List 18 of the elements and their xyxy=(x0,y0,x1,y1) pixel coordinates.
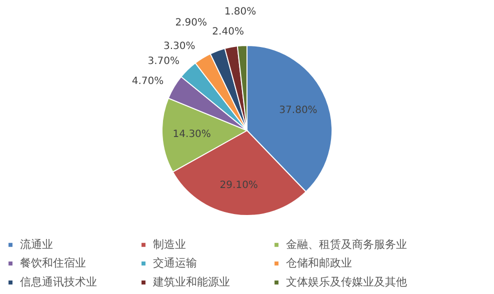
legend-label: 仓储和邮政业 xyxy=(286,256,352,270)
legend-label: 制造业 xyxy=(153,238,186,251)
legend-label: 金融、租赁及商务服务业 xyxy=(286,238,407,251)
data-label: 2.40% xyxy=(212,26,244,38)
data-label: 3.30% xyxy=(163,41,196,52)
legend-label: 文体娱乐及传媒业及其他 xyxy=(286,276,407,288)
data-label: 1.80% xyxy=(224,6,256,18)
data-label: 3.70% xyxy=(148,56,180,67)
data-label: 29.10% xyxy=(220,180,258,192)
legend-label: 流通业 xyxy=(20,238,53,251)
legend-label: 餐饮和住宿业 xyxy=(20,256,86,270)
legend-label: 交通运输 xyxy=(153,256,197,270)
legend-label: 建筑业和能源业 xyxy=(152,276,230,288)
data-label: 14.30% xyxy=(172,128,211,140)
data-label: 2.90% xyxy=(175,18,208,29)
data-label: 37.80% xyxy=(279,104,318,116)
legend-label: 信息通讯技术业 xyxy=(20,276,97,288)
data-label: 4.70% xyxy=(132,76,164,87)
